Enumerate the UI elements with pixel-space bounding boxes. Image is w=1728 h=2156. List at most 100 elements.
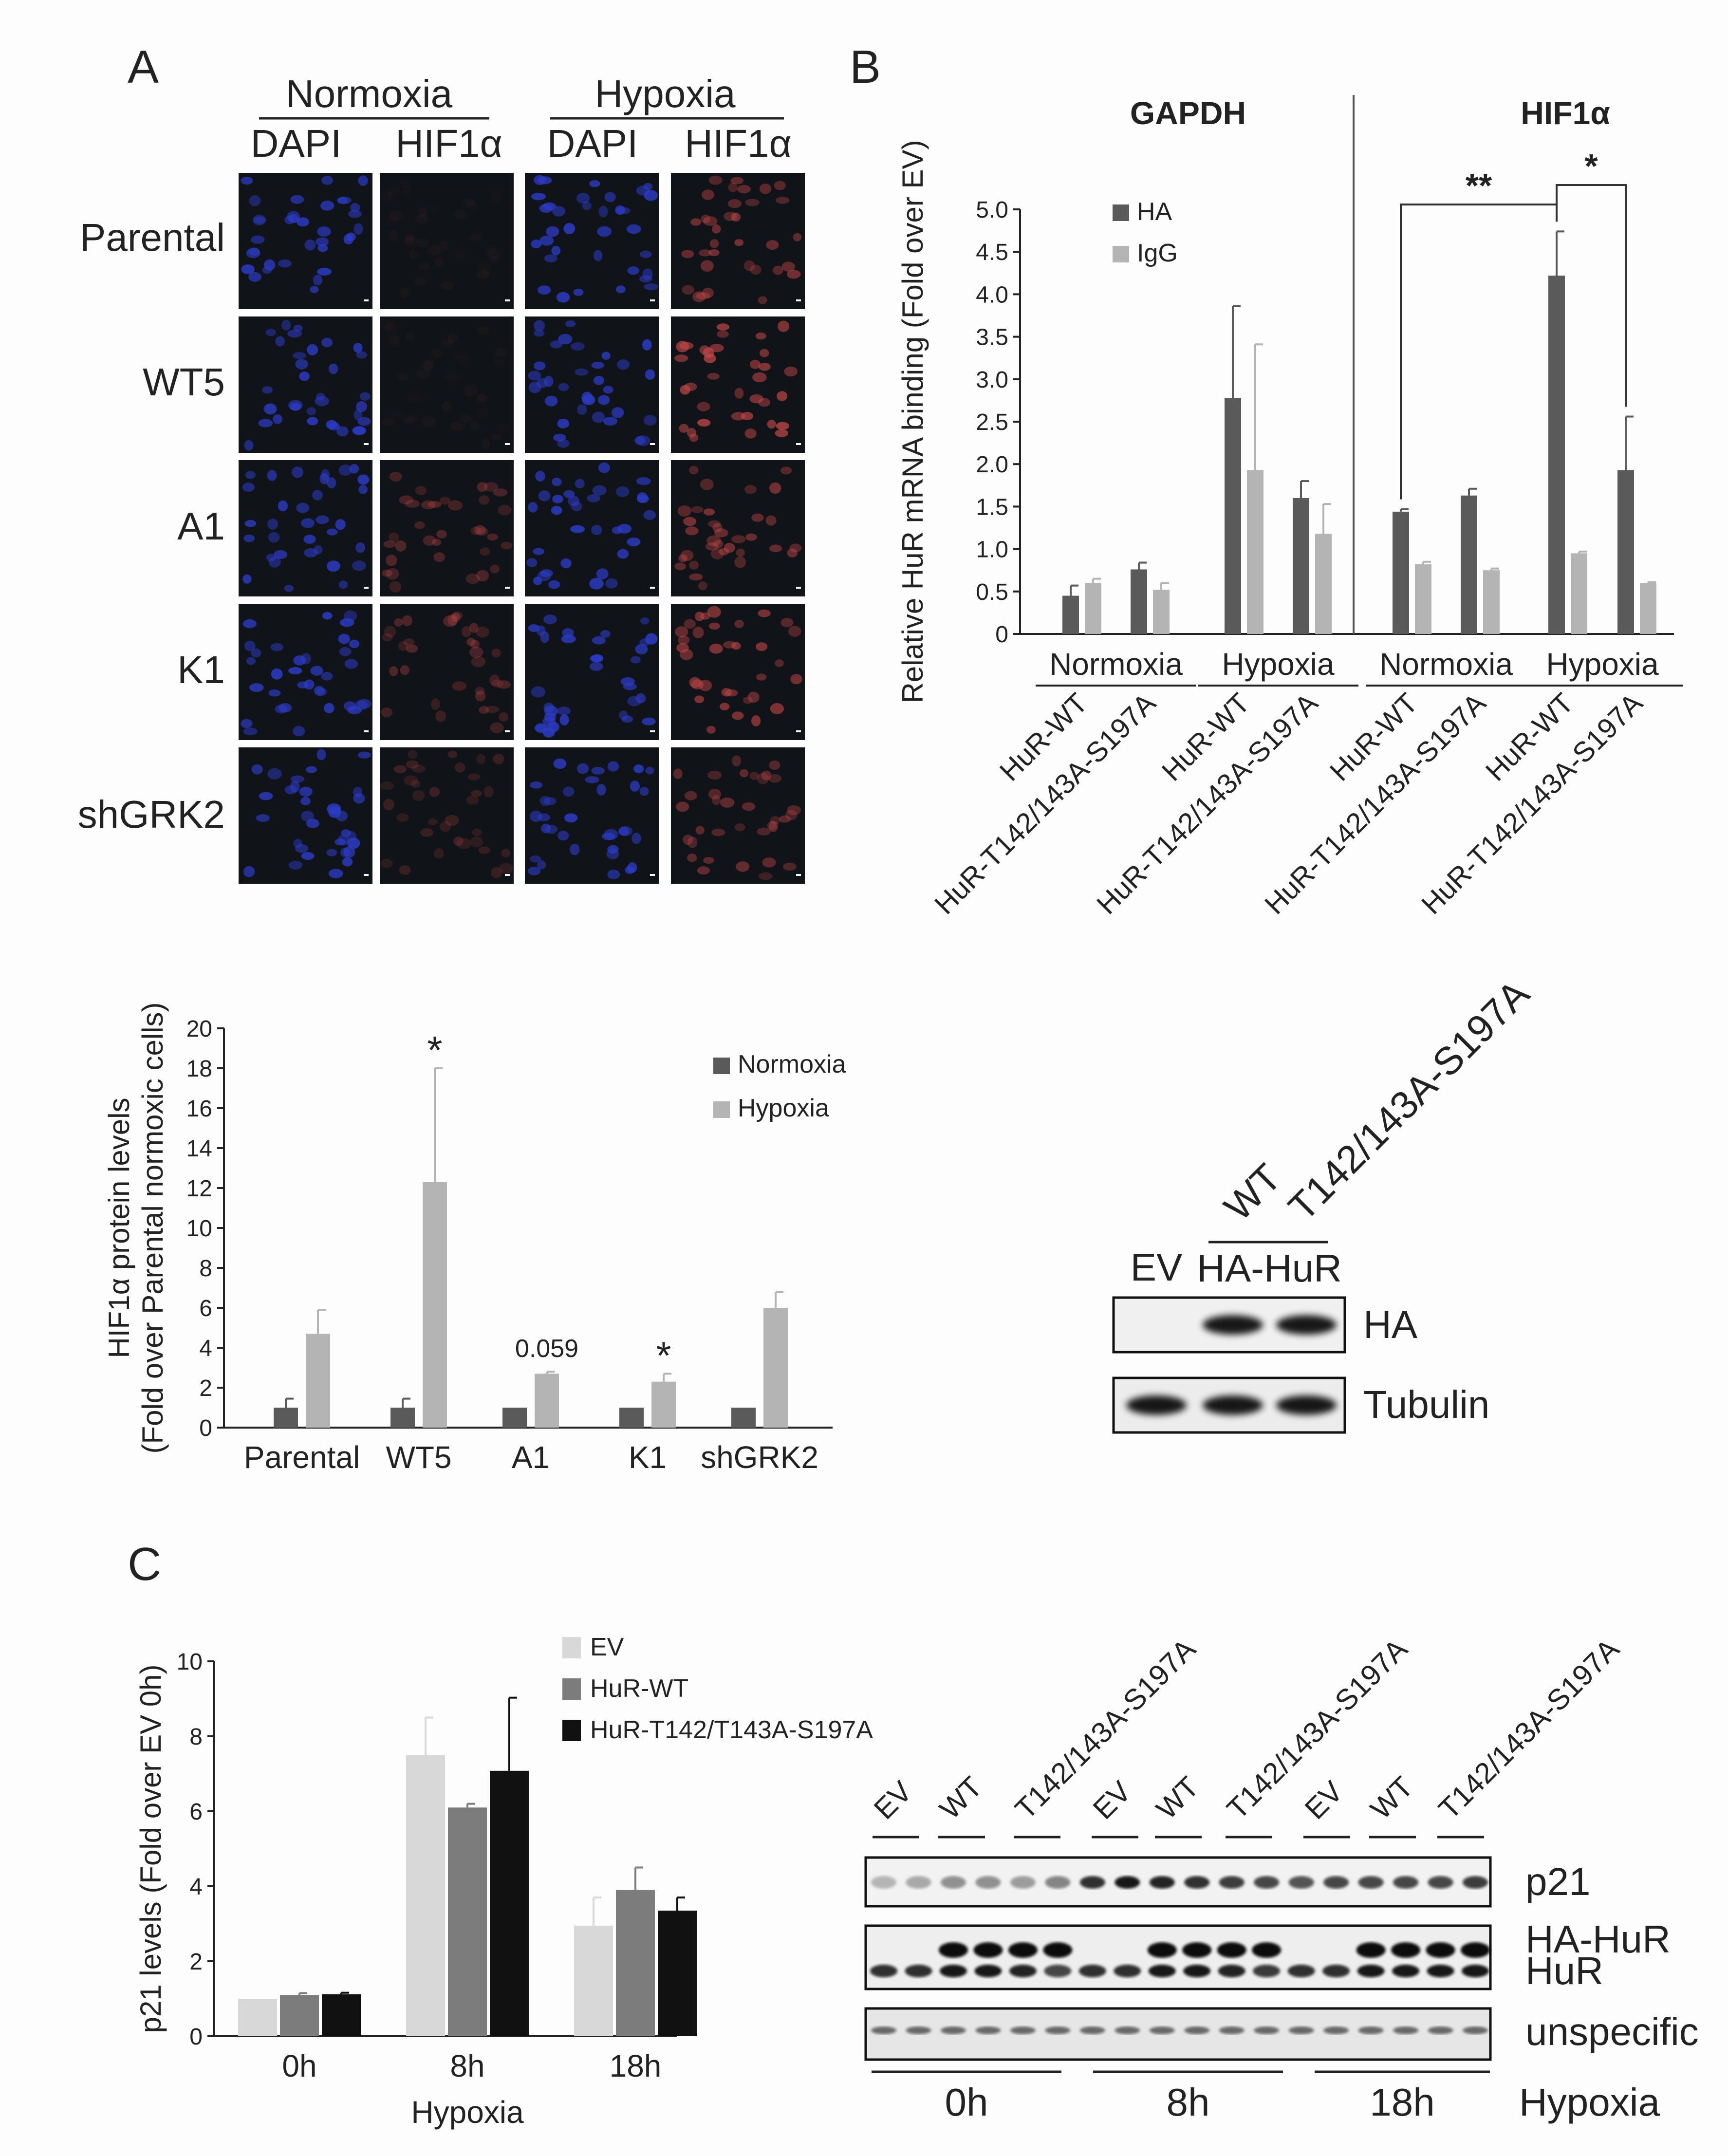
cell-nucleus (606, 849, 619, 859)
cell-nucleus (481, 269, 490, 278)
cell-nucleus (768, 820, 779, 832)
legend-label-ev: EV (590, 1633, 624, 1661)
cell-nucleus (406, 332, 415, 341)
cell-nucleus (576, 193, 590, 204)
cell-nucleus (616, 207, 631, 215)
blot-c-lane-label-0: EV (868, 1775, 918, 1825)
cell-nucleus (687, 427, 697, 438)
cell-nucleus (793, 233, 802, 242)
cell-nucleus (725, 689, 738, 697)
bar-igg-6 (1571, 553, 1587, 634)
cell-nucleus (394, 618, 403, 627)
cell-nucleus (453, 836, 464, 846)
band-hur-lane-0 (870, 1965, 897, 1977)
cell-nucleus (589, 662, 603, 671)
cell-nucleus (290, 775, 305, 783)
cell-nucleus (469, 647, 483, 658)
cell-nucleus (439, 240, 449, 250)
blot-c-label-p21: p21 (1525, 1860, 1590, 1903)
cell-nucleus (565, 320, 576, 327)
cell-nucleus (749, 772, 760, 780)
cell-nucleus (494, 348, 507, 357)
cell-nucleus (479, 495, 490, 505)
legend-label-normoxia: Normoxia (738, 1050, 846, 1078)
condition-label-normoxia: Normoxia (286, 72, 453, 115)
blot-c-lane-label-8: T142/143A-S197A (1432, 1633, 1625, 1825)
cell-nucleus (636, 186, 650, 196)
cell-nucleus (475, 627, 489, 638)
cell-nucleus (497, 680, 511, 689)
cell-nucleus (292, 466, 303, 478)
cell-nucleus (527, 867, 541, 875)
cell-nucleus (770, 816, 780, 825)
cell-nucleus (328, 363, 338, 374)
bar-igg-1 (1153, 590, 1170, 634)
cell-nucleus (600, 630, 611, 638)
x-tick-label-k1: K1 (629, 1440, 667, 1475)
cell-nucleus (356, 351, 367, 359)
cell-nucleus (383, 540, 396, 548)
cell-nucleus (357, 417, 371, 426)
cell-nucleus (542, 716, 556, 726)
x-axis-label: Hypoxia (411, 2095, 524, 2130)
cell-nucleus (526, 558, 538, 567)
band-hur-lane-7 (1114, 1965, 1141, 1977)
cell-nucleus (499, 424, 510, 434)
cell-nucleus (245, 471, 256, 479)
y-axis-label-line: Relative HuR mRNA binding (Fold over EV) (896, 140, 929, 703)
cell-nucleus (440, 821, 451, 832)
band-p21-lane-10 (1219, 1876, 1245, 1889)
cell-nucleus (765, 515, 777, 526)
cell-nucleus (742, 802, 756, 811)
cell-nucleus (617, 549, 629, 559)
cell-nucleus (316, 515, 329, 524)
cell-nucleus (720, 797, 735, 808)
band-hur-lane-16 (1427, 1965, 1454, 1977)
cell-nucleus (343, 701, 356, 711)
band-hur-lane-15 (1392, 1965, 1420, 1977)
scale-bar (796, 730, 801, 732)
cell-nucleus (440, 281, 454, 290)
scale-bar (650, 730, 655, 732)
cell-nucleus (411, 764, 426, 773)
cell-nucleus (477, 263, 490, 271)
cell-nucleus (321, 672, 333, 681)
scale-bar (505, 443, 510, 445)
cell-nucleus (782, 862, 797, 871)
cell-nucleus (399, 865, 411, 875)
cell-nucleus (250, 235, 265, 244)
cell-nucleus (770, 703, 784, 714)
cell-nucleus (538, 490, 551, 502)
legend-label-hur-wt: HuR-WT (590, 1674, 688, 1703)
cell-nucleus (618, 826, 633, 836)
cell-nucleus (421, 416, 436, 427)
condition-label-1: Hypoxia (1222, 647, 1335, 682)
cell-nucleus (274, 550, 288, 559)
cell-nucleus (452, 681, 466, 691)
band-unspecific-lane-8 (1149, 2026, 1175, 2034)
cell-nucleus (478, 846, 491, 854)
cell-nucleus (278, 259, 292, 268)
cell-nucleus (490, 433, 502, 440)
cell-nucleus (349, 639, 360, 649)
cell-nucleus (632, 833, 641, 844)
bar-igg-7 (1640, 583, 1656, 634)
band-hur-lane-4 (1009, 1965, 1037, 1977)
cell-nucleus (673, 768, 683, 779)
scale-bar (505, 587, 510, 589)
band-hur-lane-3 (974, 1965, 1002, 1977)
cell-nucleus (708, 622, 720, 630)
cell-nucleus (278, 500, 288, 512)
cell-nucleus (708, 175, 723, 185)
legend-swatch-normoxia (713, 1058, 730, 1074)
cell-nucleus (530, 781, 543, 789)
legend-swatch-ev (562, 1637, 581, 1658)
cell-nucleus (241, 264, 255, 274)
cell-nucleus (598, 205, 608, 218)
tile-a1-hif1-normoxia (380, 460, 514, 596)
cell-nucleus (553, 758, 567, 769)
cell-nucleus (243, 534, 255, 542)
cell-nucleus (349, 464, 359, 474)
cell-nucleus (431, 349, 443, 358)
cell-nucleus (694, 612, 705, 621)
